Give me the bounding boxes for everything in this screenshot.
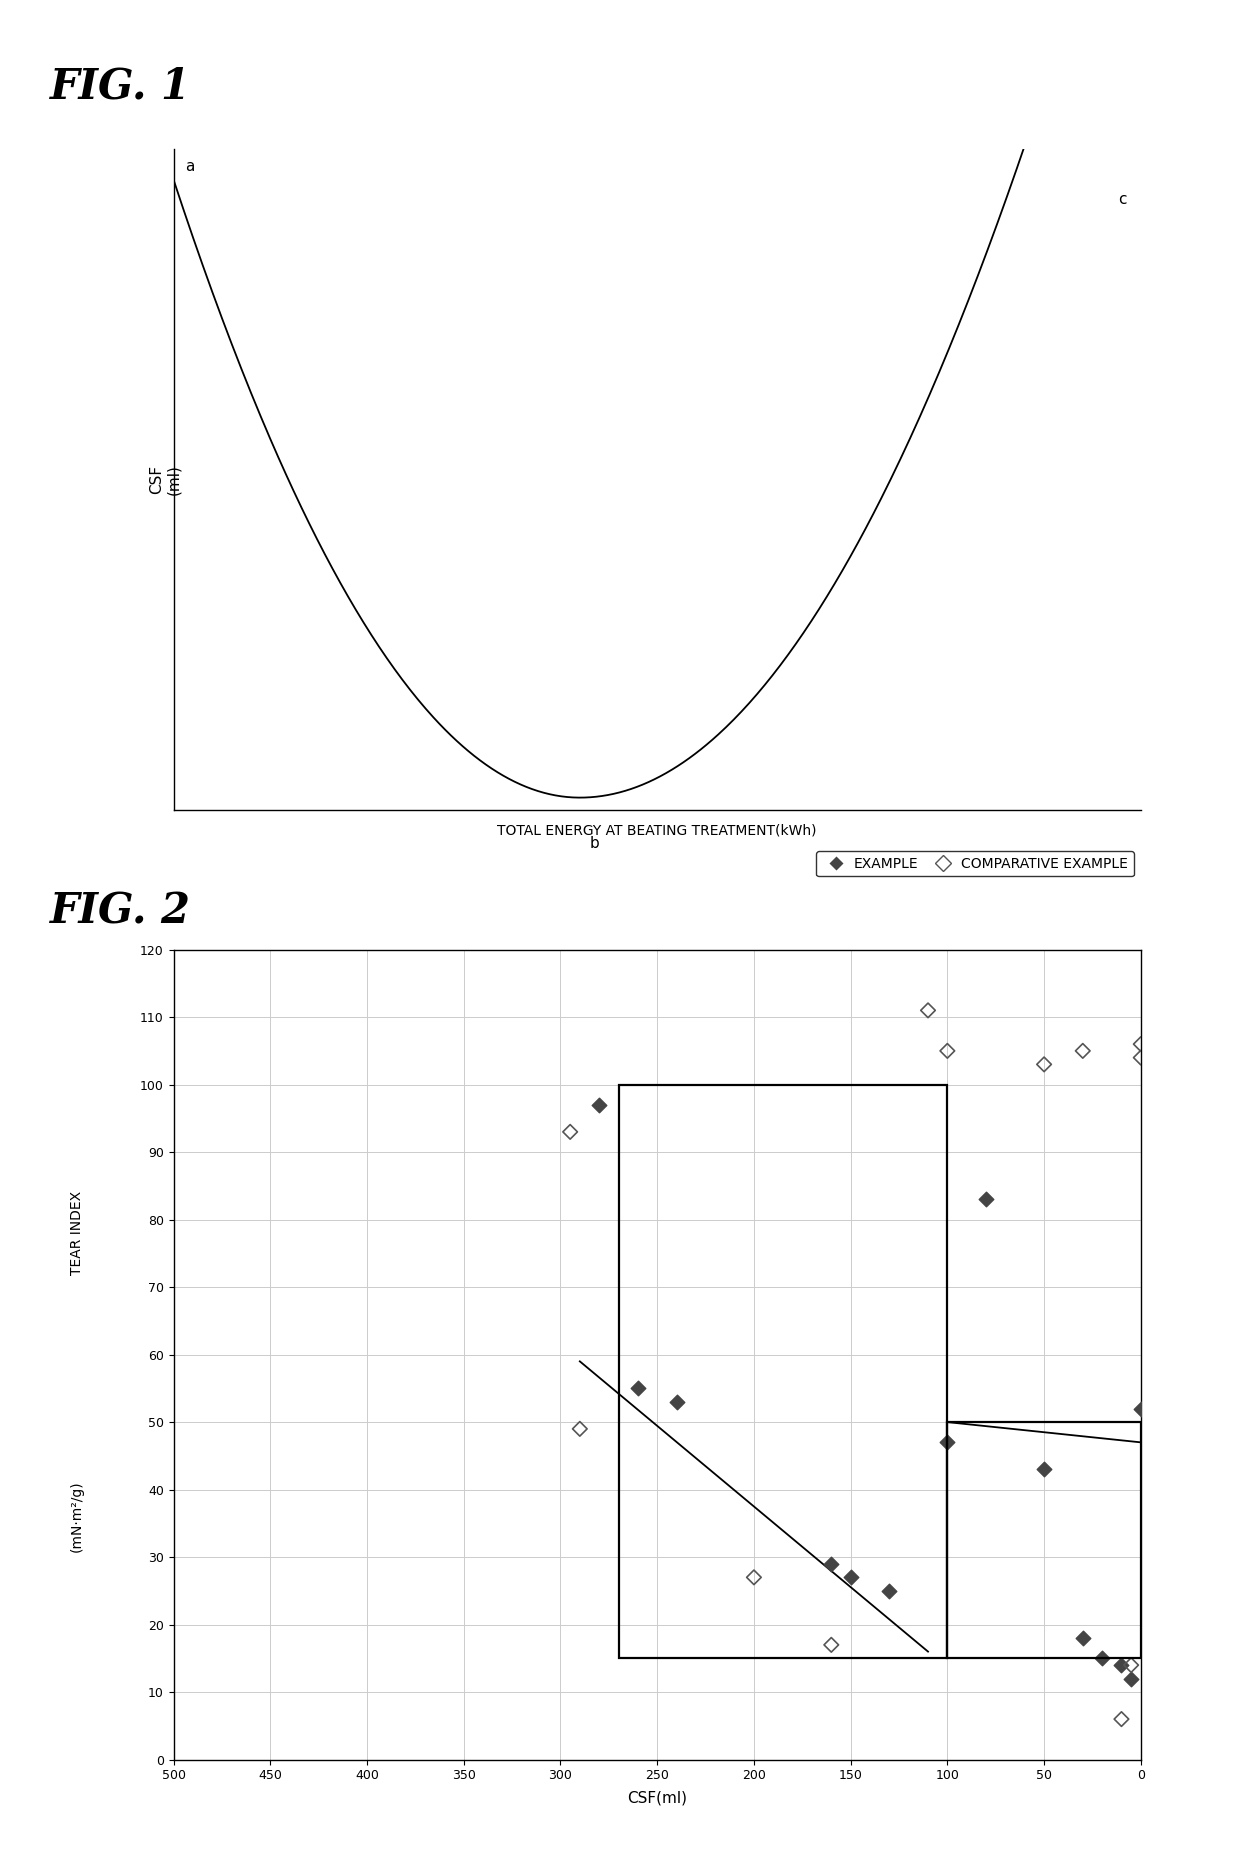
Point — [918, 996, 937, 1026]
Point — [1121, 1665, 1141, 1694]
Point — [1131, 1043, 1151, 1073]
Point — [821, 1629, 841, 1659]
Legend: EXAMPLE, COMPARATIVE EXAMPLE: EXAMPLE, COMPARATIVE EXAMPLE — [816, 851, 1133, 877]
Point — [1131, 1030, 1151, 1059]
Y-axis label: CSF
(ml): CSF (ml) — [149, 464, 181, 495]
Bar — [947, 1423, 1141, 1659]
Point — [1034, 1050, 1054, 1080]
Point — [570, 1413, 590, 1443]
Point — [667, 1387, 687, 1417]
Point — [1131, 1393, 1151, 1424]
Point — [1092, 1644, 1112, 1674]
Point — [1111, 1650, 1131, 1680]
Point — [1073, 1624, 1092, 1653]
Text: FIG. 1: FIG. 1 — [50, 65, 191, 108]
Text: (mN·m²/g): (mN·m²/g) — [69, 1480, 84, 1553]
Text: a: a — [185, 158, 195, 173]
Point — [1073, 1035, 1092, 1065]
X-axis label: TOTAL ENERGY AT BEATING TREATMENT(kWh): TOTAL ENERGY AT BEATING TREATMENT(kWh) — [497, 823, 817, 838]
Point — [937, 1428, 957, 1458]
Point — [560, 1117, 580, 1147]
X-axis label: CSF(ml): CSF(ml) — [627, 1791, 687, 1806]
Text: b: b — [589, 836, 599, 851]
Point — [937, 1035, 957, 1065]
Text: FIG. 2: FIG. 2 — [50, 890, 191, 933]
Point — [589, 1089, 609, 1119]
Bar — [619, 1084, 947, 1659]
Text: c: c — [1117, 192, 1126, 207]
Point — [879, 1575, 899, 1605]
Point — [821, 1549, 841, 1579]
Point — [744, 1562, 764, 1592]
Point — [976, 1184, 996, 1214]
Point — [1111, 1704, 1131, 1734]
Point — [1121, 1650, 1141, 1680]
Text: TEAR INDEX: TEAR INDEX — [69, 1192, 84, 1275]
Point — [1034, 1454, 1054, 1484]
Point — [841, 1562, 861, 1592]
Point — [627, 1374, 647, 1404]
